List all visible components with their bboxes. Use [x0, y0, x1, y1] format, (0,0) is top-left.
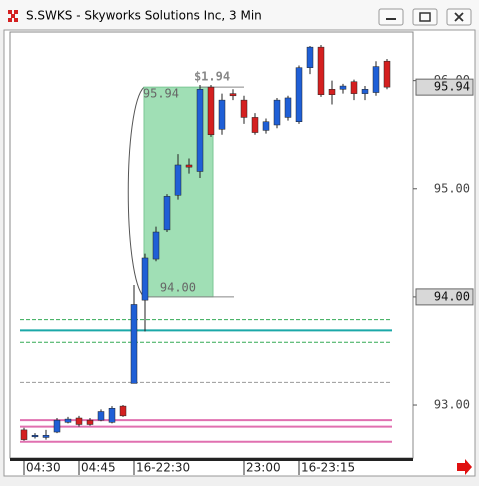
- candle-body: [86, 419, 94, 425]
- x-tick-label: 23:00: [246, 461, 281, 475]
- minimize-button[interactable]: [378, 8, 404, 26]
- price-marker-label: 95.94: [434, 80, 470, 94]
- candle-body: [119, 405, 127, 417]
- candle-body: [251, 117, 259, 133]
- x-tick-label: 04:30: [26, 461, 61, 475]
- candle-body: [141, 257, 149, 301]
- measure-top-label: 95.94: [143, 87, 179, 101]
- x-tick-label: 16-22:30: [136, 461, 190, 475]
- candle-body: [207, 86, 215, 135]
- candle-body: [361, 89, 369, 94]
- candle-body: [152, 231, 160, 260]
- candle-body: [163, 196, 171, 231]
- candle-body: [97, 411, 105, 421]
- candle-body: [75, 417, 83, 425]
- candle-body: [262, 121, 270, 131]
- candle-body: [372, 66, 380, 93]
- candle-body: [328, 89, 336, 95]
- x-tick-label: 04:45: [81, 461, 116, 475]
- candle-body: [20, 429, 28, 440]
- app-icon: [8, 10, 18, 22]
- price-marker-box: [415, 288, 474, 306]
- candle-body: [339, 85, 347, 90]
- y-tick-label: 93.00: [434, 398, 470, 412]
- price-marker-box: [415, 78, 474, 96]
- measure-change-label: $1.94: [194, 70, 230, 84]
- maximize-button[interactable]: [412, 8, 438, 26]
- scroll-arrow[interactable]: [457, 459, 472, 475]
- candle-body: [317, 46, 325, 95]
- close-button[interactable]: [446, 8, 472, 26]
- candle-body: [185, 164, 193, 168]
- candle-body: [130, 304, 138, 384]
- candle-body: [229, 93, 237, 97]
- candle-body: [240, 99, 248, 118]
- candle-body: [64, 418, 72, 423]
- measure-bottom-label: 94.00: [160, 280, 196, 294]
- measure-bracket: [127, 86, 145, 298]
- candle-body: [174, 164, 182, 196]
- candle-body: [284, 97, 292, 118]
- y-tick-label: 95.00: [434, 181, 470, 195]
- price-marker-label: 94.00: [434, 289, 470, 303]
- candle-body: [31, 435, 39, 438]
- candle-body: [295, 67, 303, 122]
- candle-body: [42, 435, 50, 438]
- x-tick-label: 16-23:15: [301, 461, 355, 475]
- candle-body: [350, 81, 358, 94]
- candle-body: [108, 408, 116, 423]
- candle-body: [53, 419, 61, 433]
- time-axis-bar: [10, 458, 413, 461]
- candle-body: [383, 60, 391, 88]
- window-title: S.SWKS - Skyworks Solutions Inc, 3 Min: [26, 9, 262, 23]
- candle-body: [306, 46, 314, 68]
- candle-body: [196, 89, 204, 172]
- candle-body: [273, 99, 281, 126]
- candle-body: [218, 99, 226, 130]
